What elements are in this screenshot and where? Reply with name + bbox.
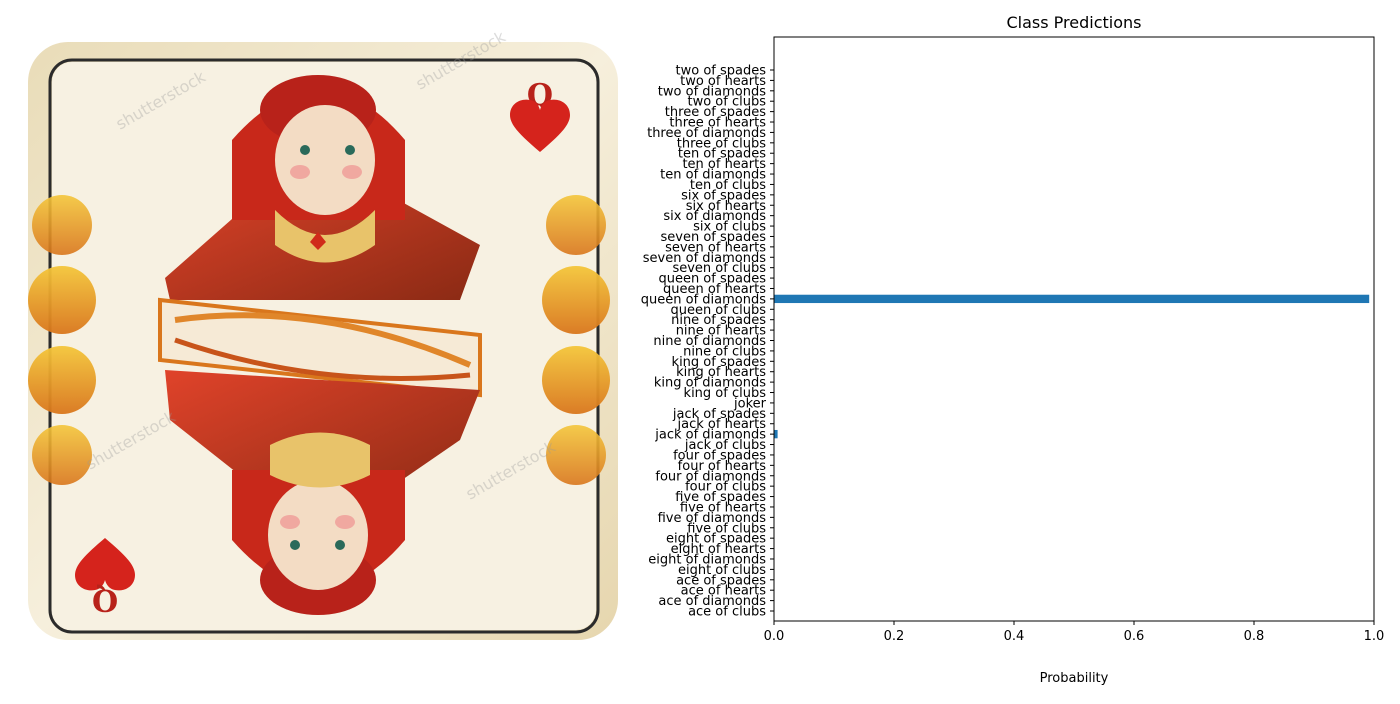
heart-suit-icon [510, 99, 570, 152]
y-tick-label: ace of clubs [688, 605, 766, 620]
x-axis-label: Probability [1040, 671, 1109, 686]
y-tick-label: five of spades [675, 490, 766, 505]
y-tick-label: four of clubs [685, 480, 766, 495]
y-tick-label: ten of diamonds [660, 168, 766, 183]
y-tick-label: jack of diamonds [654, 428, 766, 443]
y-tick-label: five of hearts [680, 500, 766, 515]
y-tick-label: jack of spades [672, 407, 766, 422]
corner-index-top-right: Q [510, 78, 570, 152]
left-ornament-column [28, 195, 96, 485]
y-tick-label: six of clubs [693, 220, 766, 235]
y-tick-label: ace of spades [676, 573, 766, 588]
y-tick-label: ten of spades [678, 147, 766, 162]
y-tick-label: queen of spades [658, 272, 766, 287]
y-tick-label: ace of hearts [681, 584, 767, 599]
y-tick-label: nine of spades [671, 313, 766, 328]
bars-layer [774, 294, 1370, 439]
y-tick-label: six of diamonds [663, 209, 766, 224]
chart-title: Class Predictions [1007, 13, 1142, 32]
y-tick-label: king of diamonds [654, 376, 766, 391]
y-tick-label: nine of diamonds [653, 334, 766, 349]
y-tick-label: two of hearts [680, 74, 766, 89]
y-tick-label: five of diamonds [658, 511, 767, 526]
x-tick-label: 0.4 [1004, 629, 1025, 644]
bar-queen-of-diamonds [774, 294, 1370, 304]
y-tick-label: seven of diamonds [643, 251, 766, 266]
y-tick-label: six of spades [681, 188, 766, 203]
prediction-chart-panel: Class Predictions ace of clubs ace of dia… [630, 0, 1400, 700]
rank-letter-bottom: Q [92, 582, 118, 617]
y-tick-label: seven of clubs [672, 261, 766, 276]
queen-figure-bottom [165, 370, 480, 615]
y-tick-label: king of spades [672, 355, 767, 370]
y-tick-label: eight of diamonds [648, 552, 766, 567]
y-tick-label: three of spades [665, 105, 766, 120]
y-tick-label: three of clubs [677, 136, 766, 151]
y-tick-label: two of diamonds [658, 84, 766, 99]
y-tick-label: jack of clubs [684, 438, 766, 453]
y-tick-label: five of clubs [687, 521, 766, 536]
y-tick-label: nine of hearts [676, 324, 767, 339]
y-tick-label: three of diamonds [647, 126, 766, 141]
y-tick-label: two of clubs [687, 95, 766, 110]
y-tick-label: seven of spades [660, 230, 766, 245]
heart-suit-icon-bottom [75, 538, 135, 591]
y-tick-label: joker [733, 396, 767, 411]
y-tick-label: four of hearts [678, 459, 767, 474]
y-tick-label: seven of hearts [665, 240, 766, 255]
y-tick-label: ace of diamonds [658, 594, 766, 609]
y-tick-label: four of diamonds [655, 469, 766, 484]
y-tick-label: eight of clubs [678, 563, 766, 578]
y-tick-label: ten of clubs [690, 178, 766, 193]
central-ornament-band [158, 297, 482, 398]
card-image-panel: Q Q shutterstock shutterstock shuttersto… [0, 0, 630, 700]
card-border [48, 58, 600, 634]
y-tick-label: ten of hearts [682, 157, 766, 172]
y-tick-label: eight of spades [666, 532, 766, 547]
y-tick-label: six of hearts [686, 199, 767, 214]
y-tick-label: nine of clubs [683, 344, 766, 359]
x-tick-layer: 0.0 0.2 0.4 0.6 0.8 1.0 [764, 621, 1385, 644]
right-ornament-column [542, 195, 610, 485]
queen-of-hearts-card-image: Q Q shutterstock shutterstock shuttersto… [28, 27, 618, 640]
queen-figure-top [165, 75, 480, 300]
corner-index-bottom-left: Q [75, 538, 135, 617]
x-tick-label: 1.0 [1364, 629, 1385, 644]
y-tick-label: two of spades [676, 64, 767, 79]
x-tick-label: 0.2 [884, 629, 905, 644]
y-tick-label: king of hearts [676, 365, 766, 380]
y-tick-label: jack of hearts [677, 417, 767, 432]
y-tick-label: eight of hearts [671, 542, 767, 557]
y-tick-label: queen of clubs [670, 303, 766, 318]
x-tick-label: 0.6 [1124, 629, 1145, 644]
plot-frame [773, 36, 1375, 622]
x-tick-label: 0.0 [764, 629, 785, 644]
x-tick-label: 0.8 [1244, 629, 1265, 644]
y-tick-label: three of hearts [669, 116, 766, 131]
bar-jack-of-diamonds [774, 429, 778, 439]
y-tick-label: queen of hearts [663, 282, 766, 297]
y-tick-label: four of spades [673, 448, 766, 463]
y-tick-label: queen of diamonds [641, 292, 766, 307]
y-tick-label: king of clubs [684, 386, 767, 401]
